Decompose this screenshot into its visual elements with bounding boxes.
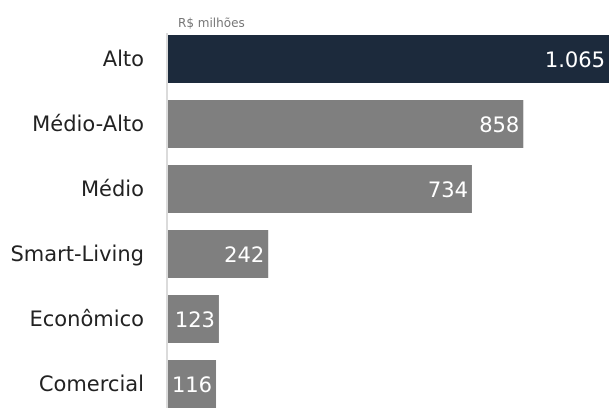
bar-econ-mico xyxy=(168,295,219,343)
value-label: 123 xyxy=(175,308,215,332)
category-label: Comercial xyxy=(39,372,144,396)
bar-alto xyxy=(168,35,609,83)
value-label: 242 xyxy=(224,243,264,267)
value-label: 1.065 xyxy=(545,48,605,72)
bar-comercial xyxy=(168,360,217,408)
category-label: Médio xyxy=(81,177,144,201)
value-label: 734 xyxy=(428,178,468,202)
bar-m-dio-alto xyxy=(168,100,524,148)
category-label: Alto xyxy=(103,47,144,71)
value-label: 858 xyxy=(479,113,519,137)
plot-area: Alto 1.065 Médio-Alto 858 Médio 734 Smart-Livi… xyxy=(10,35,609,408)
category-label: Econômico xyxy=(29,307,144,331)
category-label: Smart-Living xyxy=(10,242,144,266)
unit-label: R$ milhões xyxy=(178,16,245,30)
value-label: 116 xyxy=(172,373,212,397)
bar-smart-living xyxy=(168,230,269,278)
category-label: Médio-Alto xyxy=(32,112,144,136)
bar-m-dio xyxy=(168,165,472,213)
